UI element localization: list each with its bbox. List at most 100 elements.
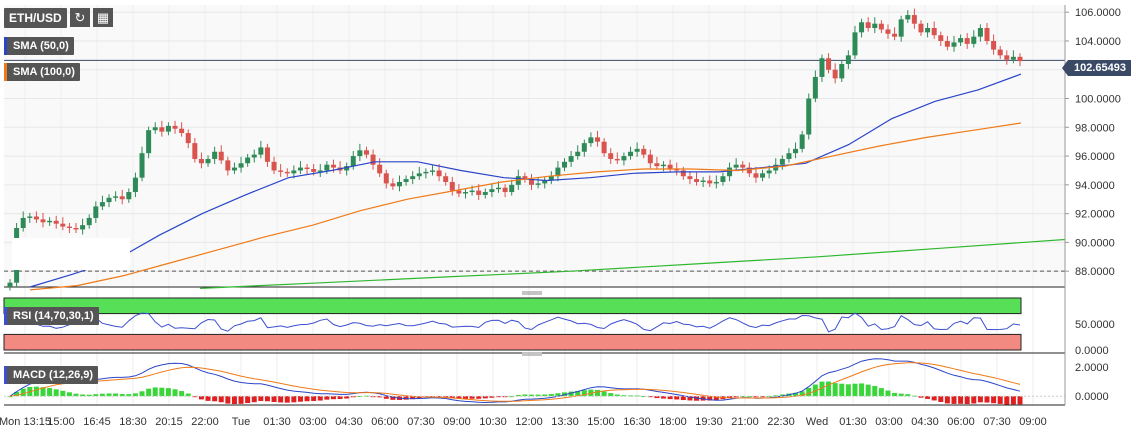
macd-histogram-bar [700,396,706,401]
x-tick-label: 04:30 [335,416,363,428]
candle-body [634,148,640,152]
candle-body [324,164,330,171]
x-tick-label: 19:30 [695,416,723,428]
macd-histogram-bar [628,395,634,397]
candle-body [964,38,970,44]
x-tick-label: Mon 13:15 [0,416,51,428]
sma50-label: SMA (50,0) [13,40,69,52]
x-tick-label: 06:00 [371,416,399,428]
candle-body [971,36,977,44]
price-y-tick-label: 104.0000 [1075,36,1121,48]
candle-body [832,69,838,79]
macd-histogram-bar [317,396,323,401]
x-tick-label: 01:30 [263,416,291,428]
sma50-legend[interactable]: SMA (50,0) [4,37,74,55]
candle-body [429,170,435,172]
rsi-panel[interactable] [3,297,1022,351]
calendar-icon[interactable]: ▦ [93,8,113,27]
macd-histogram-bar [53,389,59,397]
x-tick-label: 21:00 [731,416,759,428]
macd-histogram-bar [40,387,46,397]
macd-histogram-bar [991,396,997,404]
macd-histogram-bar [139,391,145,397]
macd-histogram-bar [80,394,86,397]
macd-histogram-bar [146,388,152,397]
macd-histogram-bar [284,396,290,403]
macd-histogram-bar [258,396,264,401]
x-tick-label: 22:00 [191,416,219,428]
candle-body [1017,56,1023,62]
macd-histogram-bar [832,383,838,397]
rsi-y-tick-label: 0.0000 [1075,345,1109,357]
macd-histogram-bar [218,396,224,403]
macd-histogram-bar [159,387,165,397]
candle-body [542,180,548,184]
candle-body [502,187,508,193]
macd-histogram-bar [555,393,561,397]
candle-body [344,166,350,171]
candle-body [271,161,277,171]
candle-body [865,22,871,29]
macd-histogram-bar [416,396,422,399]
candle-body [27,216,33,218]
candle-body [245,157,251,164]
macd-panel[interactable] [4,358,1065,405]
macd-histogram-bar [443,396,449,398]
candle-body [727,167,733,177]
macd-histogram-bar [806,387,812,397]
candle-body [845,55,851,64]
sma100-legend[interactable]: SMA (100,0) [4,63,80,81]
candle-body [403,179,409,182]
x-tick-label: 15:00 [47,416,75,428]
candle-body [812,76,818,99]
candle-body [548,176,554,181]
macd-histogram-bar [529,394,535,397]
macd-histogram-bar [707,396,713,401]
macd-histogram-bar [931,396,937,401]
candle-body [911,15,917,24]
macd-histogram-bar [482,396,488,399]
x-tick-label: 16:45 [83,416,111,428]
candle-body [509,184,515,193]
macd-histogram-bar [238,396,244,404]
candle-body [416,173,422,177]
macd-histogram-bar [793,392,799,397]
macd-histogram-bar [971,396,977,404]
candle-body [674,169,680,171]
rsi-overbought-zone [3,297,1022,315]
price-panel[interactable] [4,8,1066,291]
x-tick-label: Tue [232,416,251,428]
candle-body [172,125,178,129]
candle-body [733,164,739,168]
macd-histogram-bar [938,396,944,402]
macd-histogram-bar [469,396,475,399]
candle-body [713,181,719,184]
macd-legend[interactable]: MACD (12,26,9) [4,366,99,384]
macd-histogram-bar [179,391,185,397]
macd-histogram-bar [614,394,620,397]
candle-body [456,190,462,194]
macd-histogram-bar [760,396,766,398]
macd-histogram-bar [251,396,257,403]
rsi-line [9,312,1021,333]
macd-histogram-bar [661,396,667,399]
price-y-tick-label: 94.0000 [1075,180,1115,192]
candle-body [33,216,39,220]
candle-body [628,151,634,157]
macd-histogram-bar [311,396,317,401]
candle-body [997,49,1003,56]
rsi-y-tick-label: 50.0000 [1075,319,1115,331]
macd-histogram-bar [495,396,501,398]
rsi-legend[interactable]: RSI (14,70,30,1) [4,307,99,325]
refresh-icon[interactable]: ↻ [70,8,90,27]
macd-histogram-bar [865,384,871,397]
candle-body [535,183,541,185]
candle-body [753,173,759,178]
symbol-label[interactable]: ETH/USD [4,8,67,28]
candle-body [562,161,568,168]
candle-body [575,151,581,157]
candle-body [766,170,772,174]
candle-body [330,164,336,168]
candle-body [410,176,416,180]
